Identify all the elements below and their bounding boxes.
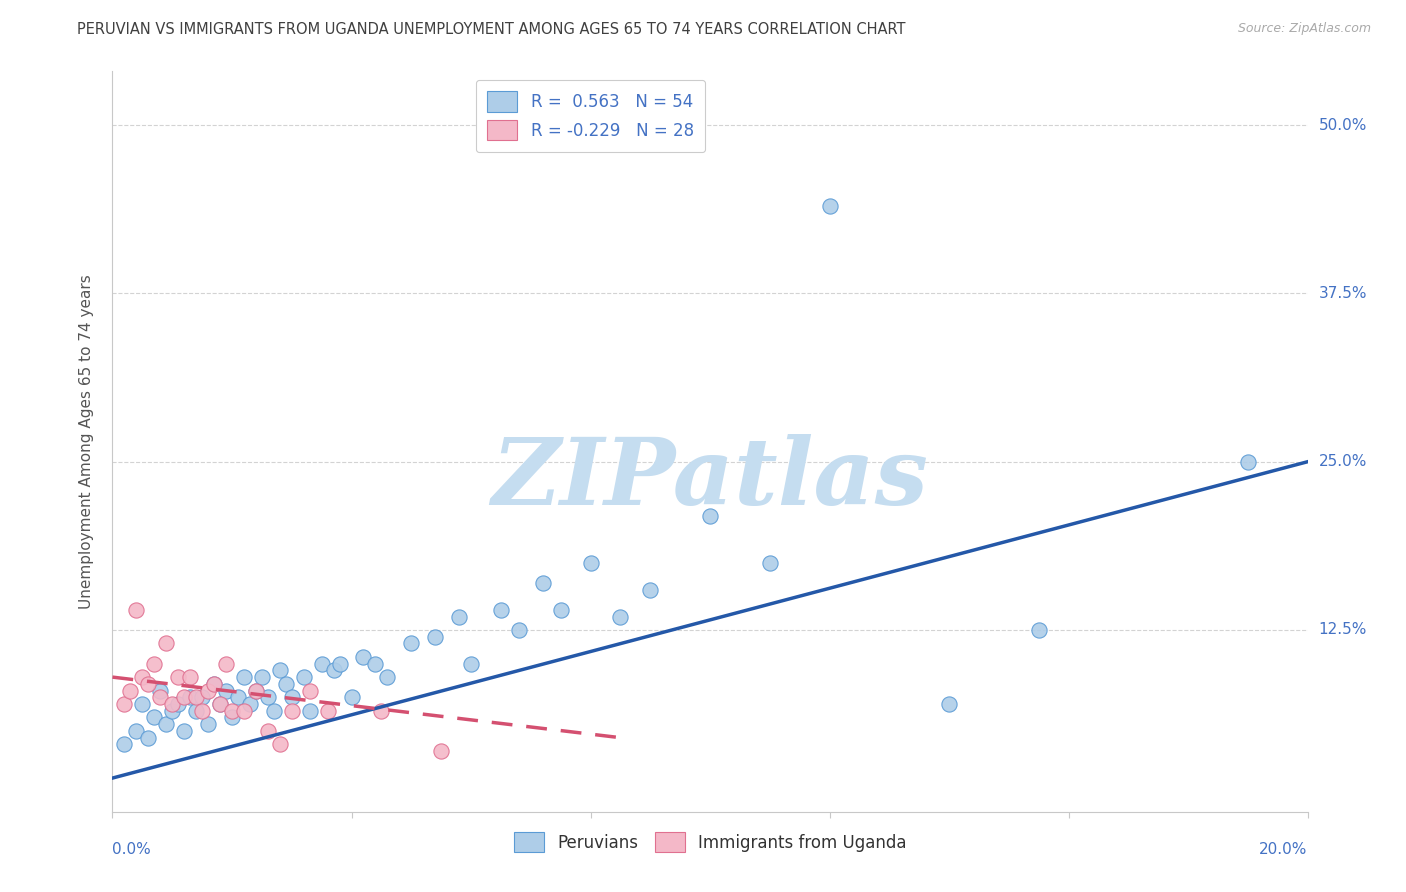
Point [281,704,304,718]
Point [162,697,183,711]
Point [550,603,572,617]
Point [120,683,142,698]
Point [311,657,333,671]
Point [245,683,267,698]
Point [167,670,190,684]
Point [191,690,214,705]
Point [125,603,148,617]
Point [114,697,135,711]
Point [209,697,232,711]
Point [179,690,201,705]
Point [215,657,238,671]
Point [353,649,375,664]
Point [186,690,208,705]
Point [425,630,447,644]
Point [322,664,344,678]
Point [292,670,315,684]
Point [131,670,153,684]
Point [173,723,195,738]
Point [759,556,782,570]
Point [489,603,512,617]
Point [149,683,172,698]
Point [316,704,339,718]
Point [191,704,214,718]
Point [215,683,238,698]
Legend: Peruvians, Immigrants from Uganda: Peruvians, Immigrants from Uganda [508,825,912,859]
Point [114,738,135,752]
Point [274,677,297,691]
Point [340,690,363,705]
Point [197,717,219,731]
Point [531,575,554,590]
Point [131,697,153,711]
Point [209,697,232,711]
Text: ZIPatlas: ZIPatlas [492,434,928,524]
Point [281,690,304,705]
Point [377,670,399,684]
Point [239,697,262,711]
Point [257,690,280,705]
Text: 50.0%: 50.0% [1319,118,1367,133]
Point [1028,623,1050,637]
Point [155,717,177,731]
Point [699,508,721,523]
Point [143,657,166,671]
Point [143,710,166,724]
Point [818,199,841,213]
Point [579,556,602,570]
Point [370,704,392,718]
Point [1237,455,1260,469]
Point [329,657,352,671]
Point [226,690,249,705]
Point [938,697,960,711]
Point [162,704,183,718]
Text: 20.0%: 20.0% [1260,842,1308,857]
Point [186,704,208,718]
Point [401,636,423,650]
Text: 37.5%: 37.5% [1319,286,1367,301]
Point [449,609,471,624]
Point [202,677,225,691]
Point [245,683,267,698]
Point [202,677,225,691]
Text: 25.0%: 25.0% [1319,454,1367,469]
Point [364,657,387,671]
Point [298,683,321,698]
Text: Source: ZipAtlas.com: Source: ZipAtlas.com [1237,22,1371,36]
Point [149,690,172,705]
Point [221,704,243,718]
Point [257,723,280,738]
Point [125,723,148,738]
Point [609,609,631,624]
Point [167,697,190,711]
Text: 12.5%: 12.5% [1319,623,1367,638]
Point [269,738,291,752]
Point [640,582,662,597]
Point [179,670,201,684]
Point [155,636,177,650]
Text: 0.0%: 0.0% [112,842,152,857]
Point [250,670,273,684]
Point [263,704,285,718]
Y-axis label: Unemployment Among Ages 65 to 74 years: Unemployment Among Ages 65 to 74 years [79,274,94,609]
Point [430,744,453,758]
Point [138,731,160,745]
Point [298,704,321,718]
Point [221,710,243,724]
Point [508,623,530,637]
Point [233,704,256,718]
Point [233,670,256,684]
Point [138,677,160,691]
Point [269,664,291,678]
Point [173,690,195,705]
Text: PERUVIAN VS IMMIGRANTS FROM UGANDA UNEMPLOYMENT AMONG AGES 65 TO 74 YEARS CORREL: PERUVIAN VS IMMIGRANTS FROM UGANDA UNEMP… [77,22,905,37]
Point [197,683,219,698]
Point [460,657,482,671]
